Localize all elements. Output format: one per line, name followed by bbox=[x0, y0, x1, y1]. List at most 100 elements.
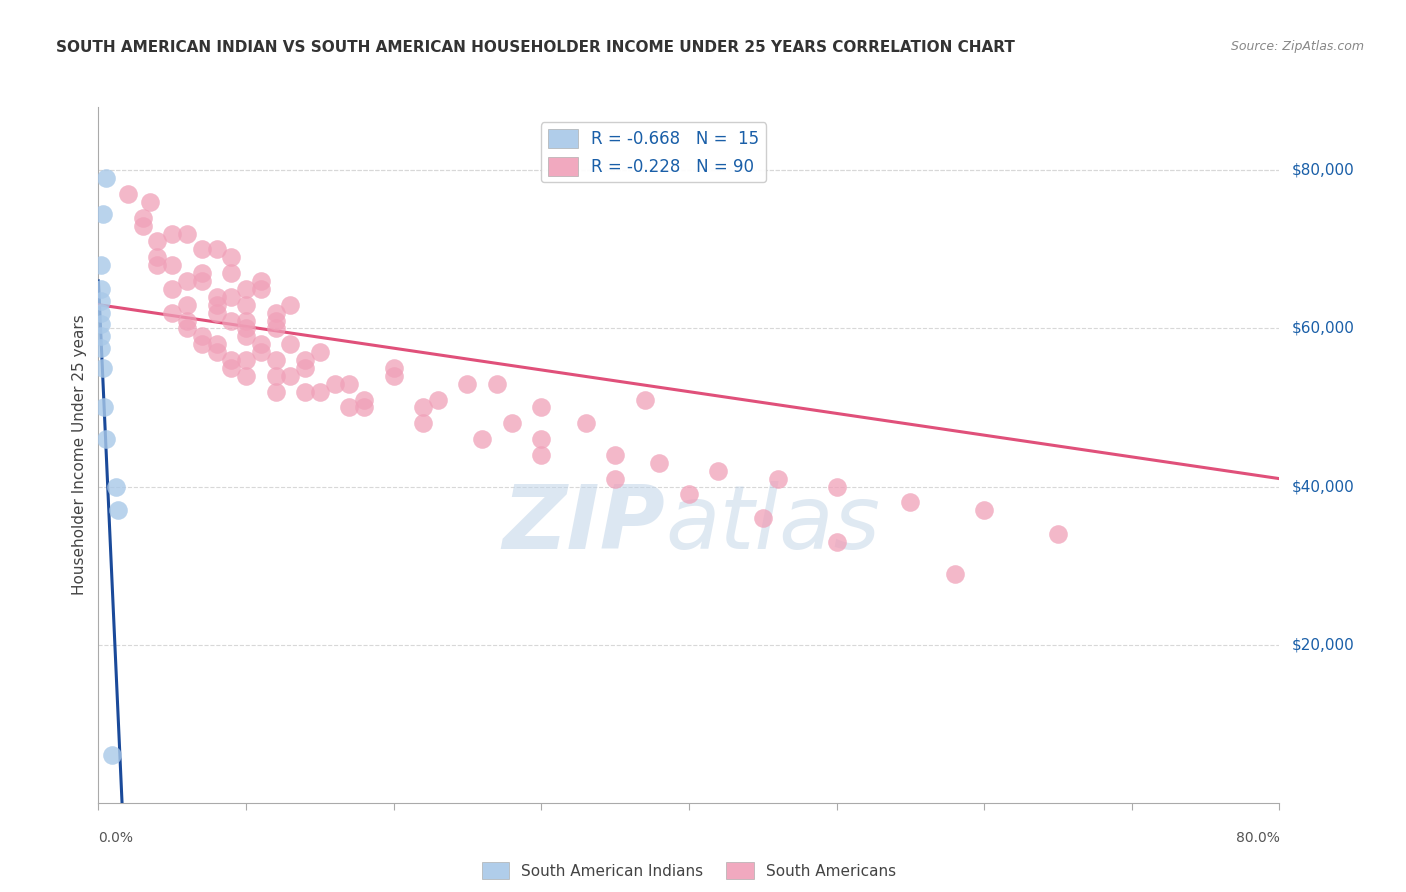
Point bbox=[530, 448, 553, 462]
Point bbox=[132, 219, 155, 233]
Text: SOUTH AMERICAN INDIAN VS SOUTH AMERICAN HOUSEHOLDER INCOME UNDER 25 YEARS CORREL: SOUTH AMERICAN INDIAN VS SOUTH AMERICAN … bbox=[56, 40, 1015, 55]
Legend: South American Indians, South Americans: South American Indians, South Americans bbox=[475, 855, 903, 886]
Point bbox=[605, 472, 627, 486]
Point bbox=[943, 566, 966, 581]
Point bbox=[825, 479, 848, 493]
Point bbox=[707, 464, 730, 478]
Point bbox=[412, 417, 434, 431]
Point bbox=[235, 298, 257, 312]
Point bbox=[250, 345, 273, 359]
Point bbox=[146, 258, 169, 272]
Point bbox=[90, 305, 112, 319]
Point bbox=[1046, 527, 1069, 541]
Point bbox=[235, 321, 257, 335]
Point bbox=[323, 376, 346, 391]
Point bbox=[205, 337, 228, 351]
Point bbox=[250, 274, 273, 288]
Point bbox=[219, 266, 242, 280]
Point bbox=[278, 298, 302, 312]
Point bbox=[219, 250, 242, 264]
Point bbox=[235, 329, 257, 343]
Point bbox=[427, 392, 450, 407]
Point bbox=[294, 384, 316, 399]
Text: $40,000: $40,000 bbox=[1291, 479, 1354, 494]
Point bbox=[235, 313, 257, 327]
Point bbox=[309, 345, 332, 359]
Point bbox=[90, 341, 112, 355]
Point bbox=[162, 227, 183, 241]
Point bbox=[766, 472, 789, 486]
Text: $80,000: $80,000 bbox=[1291, 163, 1354, 178]
Point bbox=[205, 345, 228, 359]
Point bbox=[648, 456, 671, 470]
Point bbox=[105, 479, 128, 493]
Point bbox=[294, 353, 316, 368]
Point bbox=[486, 376, 509, 391]
Point bbox=[162, 282, 183, 296]
Point bbox=[382, 361, 405, 376]
Point bbox=[278, 368, 302, 383]
Point bbox=[337, 376, 360, 391]
Point bbox=[678, 487, 700, 501]
Point bbox=[176, 321, 198, 335]
Point bbox=[353, 401, 375, 415]
Point bbox=[530, 432, 553, 446]
Point bbox=[162, 258, 183, 272]
Point bbox=[191, 266, 214, 280]
Point bbox=[191, 243, 214, 257]
Point bbox=[91, 207, 114, 221]
Text: ZIP: ZIP bbox=[502, 481, 665, 568]
Y-axis label: Householder Income Under 25 years: Householder Income Under 25 years bbox=[72, 315, 87, 595]
Point bbox=[633, 392, 655, 407]
Point bbox=[91, 361, 114, 376]
Point bbox=[294, 361, 316, 376]
Point bbox=[501, 417, 523, 431]
Point bbox=[176, 298, 198, 312]
Point bbox=[353, 392, 375, 407]
Text: Source: ZipAtlas.com: Source: ZipAtlas.com bbox=[1230, 40, 1364, 54]
Point bbox=[382, 368, 405, 383]
Point bbox=[93, 401, 115, 415]
Text: atlas: atlas bbox=[665, 482, 880, 567]
Point bbox=[219, 361, 242, 376]
Point bbox=[264, 321, 287, 335]
Point bbox=[530, 401, 553, 415]
Point bbox=[264, 313, 287, 327]
Point bbox=[250, 282, 273, 296]
Point bbox=[191, 274, 214, 288]
Point bbox=[176, 313, 198, 327]
Point bbox=[205, 290, 228, 304]
Point bbox=[309, 384, 332, 399]
Text: $20,000: $20,000 bbox=[1291, 637, 1354, 652]
Point bbox=[219, 290, 242, 304]
Point bbox=[412, 401, 434, 415]
Point bbox=[900, 495, 922, 509]
Point bbox=[751, 511, 773, 525]
Point bbox=[146, 250, 169, 264]
Point bbox=[205, 298, 228, 312]
Point bbox=[162, 305, 183, 319]
Point bbox=[205, 243, 228, 257]
Point bbox=[100, 748, 122, 763]
Point bbox=[94, 432, 117, 446]
Point bbox=[605, 448, 627, 462]
Point bbox=[191, 337, 214, 351]
Point bbox=[264, 384, 287, 399]
Point bbox=[191, 329, 214, 343]
Point bbox=[90, 293, 112, 308]
Point bbox=[337, 401, 360, 415]
Point bbox=[117, 187, 139, 202]
Point bbox=[235, 282, 257, 296]
Point bbox=[235, 353, 257, 368]
Point bbox=[94, 171, 117, 186]
Point bbox=[264, 305, 287, 319]
Point bbox=[250, 337, 273, 351]
Point bbox=[825, 535, 848, 549]
Point bbox=[219, 353, 242, 368]
Point bbox=[176, 274, 198, 288]
Point bbox=[90, 329, 112, 343]
Point bbox=[278, 337, 302, 351]
Point bbox=[132, 211, 155, 225]
Point bbox=[471, 432, 494, 446]
Point bbox=[205, 305, 228, 319]
